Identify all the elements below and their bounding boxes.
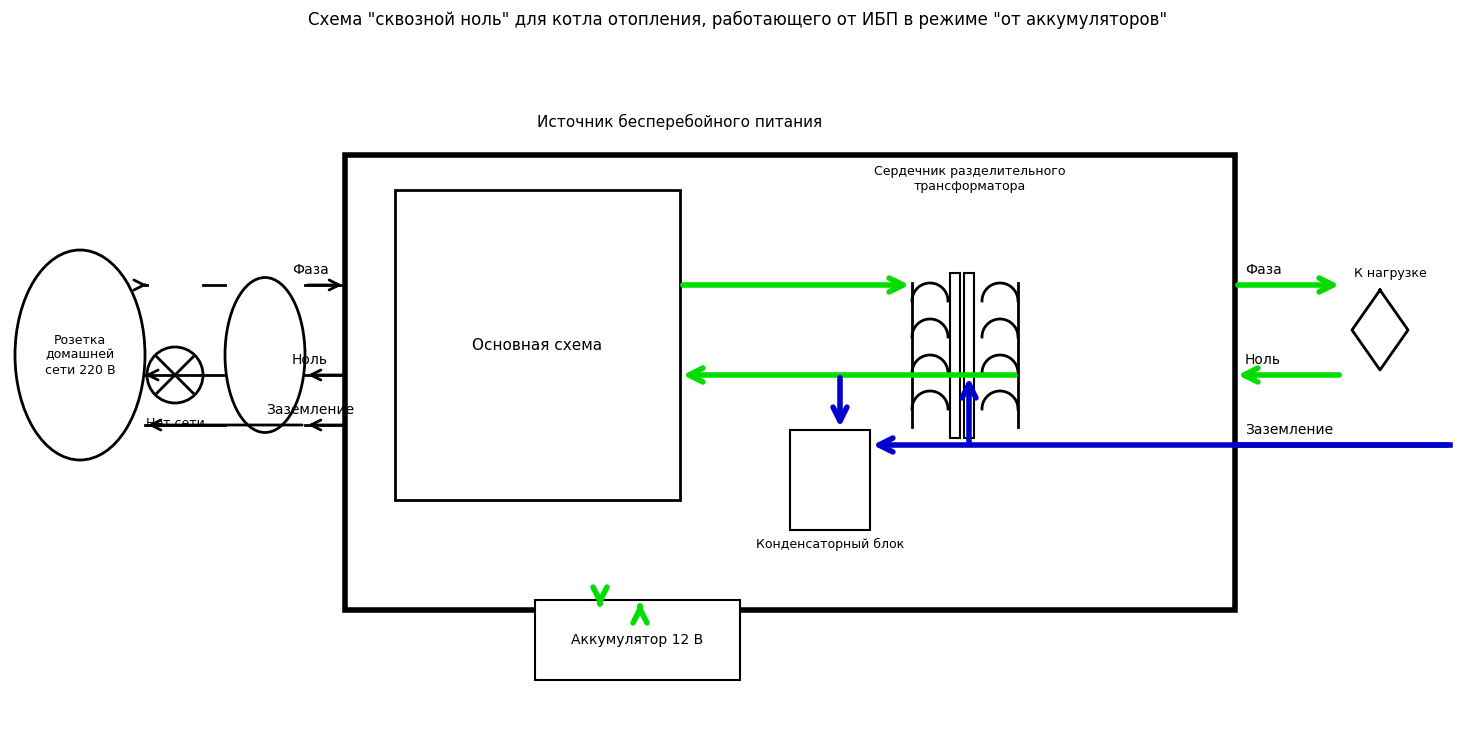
Text: Конденсаторный блок: Конденсаторный блок: [756, 538, 905, 551]
Text: Источник бесперебойного питания: Источник бесперебойного питания: [537, 114, 822, 130]
Text: К нагрузке: К нагрузке: [1353, 267, 1426, 280]
Text: Заземление: Заземление: [266, 403, 354, 417]
Text: Схема "сквозной ноль" для котла отопления, работающего от ИБП в режиме "от аккум: Схема "сквозной ноль" для котла отоплени…: [308, 11, 1168, 29]
Text: Ноль: Ноль: [1244, 353, 1281, 367]
Circle shape: [148, 347, 204, 403]
Bar: [951, 273, 959, 437]
Text: Фаза: Фаза: [292, 263, 328, 277]
Bar: [964, 273, 974, 437]
Ellipse shape: [224, 277, 306, 433]
Text: Основная схема: Основная схема: [472, 337, 602, 352]
Text: Сердечник разделительного
трансформатора: Сердечник разделительного трансформатора: [874, 165, 1066, 193]
Text: Заземление: Заземление: [1244, 423, 1333, 437]
Ellipse shape: [15, 250, 145, 460]
Text: Аккумулятор 12 В: Аккумулятор 12 В: [571, 633, 704, 647]
Text: Розетка
домашней
сети 220 В: Розетка домашней сети 220 В: [44, 334, 115, 376]
Bar: [534, 600, 739, 680]
Bar: [790, 430, 869, 530]
Text: Ноль: Ноль: [292, 353, 328, 367]
Text: Фаза: Фаза: [1244, 263, 1281, 277]
Text: Нет сети: Нет сети: [146, 417, 204, 430]
Bar: [396, 190, 680, 500]
Bar: [345, 155, 1235, 610]
